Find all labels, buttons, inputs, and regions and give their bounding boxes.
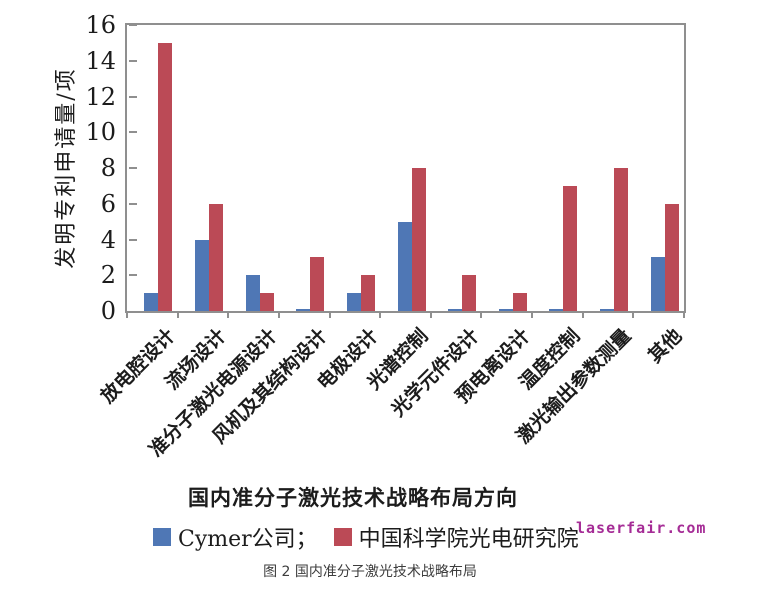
bar — [448, 309, 463, 311]
bar — [360, 275, 375, 311]
x-tick-mark — [328, 313, 331, 318]
bar-group — [127, 25, 178, 311]
y-tick-label: 2 — [100, 261, 116, 290]
legend-item-cas: 中国科学院光电研究院 — [333, 521, 579, 553]
bar-group — [279, 25, 330, 311]
y-tick-label: 0 — [100, 297, 116, 325]
legend-item-cymer: Cymer公司； — [153, 521, 318, 553]
y-tick-label: 6 — [100, 189, 116, 218]
y-tick-label: 8 — [100, 154, 116, 182]
watermark-laserfair: laserfair.com — [576, 519, 707, 537]
x-tick-mark — [632, 313, 635, 318]
y-tick-label: 4 — [100, 225, 116, 254]
legend-label-cas: 中国科学院光电研究院 — [358, 527, 579, 552]
y-tick-mark — [129, 167, 137, 169]
bar — [549, 309, 564, 311]
bar — [614, 168, 629, 311]
bar-group — [228, 25, 279, 311]
y-tick-label: 12 — [85, 82, 116, 111]
bar — [208, 203, 223, 311]
bar — [144, 293, 159, 311]
y-tick-mark — [129, 95, 137, 98]
y-tick-label: 16 — [85, 11, 116, 39]
x-tick-mark — [277, 313, 280, 318]
bar — [664, 203, 679, 311]
x-tick-mark — [227, 313, 230, 318]
legend: Cymer公司； 中国科学院光电研究院 — [153, 521, 579, 553]
bar — [600, 309, 615, 311]
legend-swatch-red-icon — [333, 528, 352, 546]
x-category-label: 其他 — [643, 324, 687, 368]
x-tick-mark — [581, 313, 584, 318]
x-axis-title: 国内准分子激光技术战略布局方向 — [188, 485, 518, 510]
x-tick-mark — [379, 313, 382, 318]
bar — [346, 293, 361, 311]
plot-area — [125, 23, 686, 313]
bar-group — [633, 25, 684, 311]
bar-group — [481, 25, 532, 311]
bar — [411, 168, 426, 311]
bar — [158, 42, 173, 311]
bar — [462, 275, 477, 311]
legend-swatch-blue-icon — [153, 528, 171, 546]
y-tick-mark — [129, 238, 137, 241]
bar-group — [583, 25, 634, 311]
bar-group — [330, 25, 381, 311]
bar — [397, 221, 412, 311]
bar — [650, 257, 665, 311]
bar — [194, 239, 209, 311]
bar — [245, 275, 260, 311]
y-tick-mark — [129, 202, 137, 205]
x-tick-mark — [429, 313, 432, 318]
x-tick-mark — [126, 313, 128, 318]
x-tick-mark — [480, 313, 483, 318]
bar — [498, 309, 513, 311]
y-tick-label: 10 — [85, 118, 116, 147]
bar — [310, 257, 325, 311]
bar-group — [178, 25, 229, 311]
x-tick-mark — [683, 313, 685, 318]
bar — [563, 185, 578, 311]
bar-group — [532, 25, 583, 311]
figure-caption: 图 2 国内准分子激光技术战略布局 — [263, 564, 477, 580]
bar-group — [380, 25, 431, 311]
bar — [296, 309, 311, 311]
bar — [512, 293, 527, 311]
y-tick-mark — [129, 24, 137, 26]
legend-label-cymer: Cymer公司； — [178, 527, 318, 552]
bar-group — [431, 25, 482, 311]
y-tick-mark — [129, 59, 137, 62]
y-tick-mark — [129, 131, 137, 134]
y-tick-label: 14 — [85, 46, 116, 75]
y-tick-mark — [129, 274, 137, 277]
x-tick-mark — [531, 313, 534, 318]
bar — [259, 293, 274, 311]
x-tick-mark — [176, 313, 179, 318]
